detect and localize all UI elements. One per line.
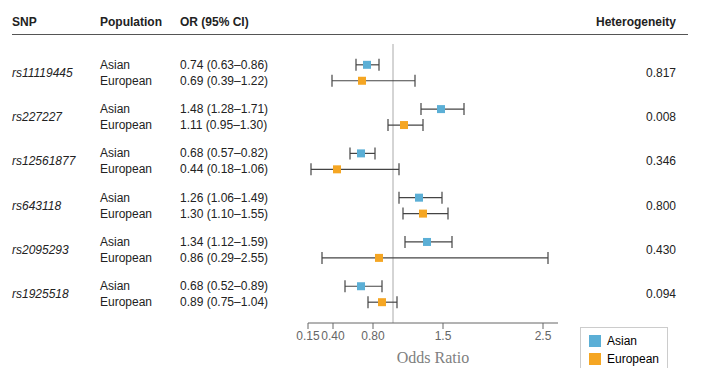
html-text:0.68 (0.57–0.82): 0.68 (0.57–0.82) bbox=[180, 146, 269, 161]
html-text:Asian: Asian bbox=[100, 190, 130, 205]
html-text:rs227227: rs227227 bbox=[12, 110, 62, 125]
html-text:1.48 (1.28–1.71): 1.48 (1.28–1.71) bbox=[180, 102, 269, 117]
html-text:0.89 (0.75–1.04): 0.89 (0.75–1.04) bbox=[180, 295, 269, 310]
svg-text:0.40: 0.40 bbox=[321, 329, 345, 343]
html-text:Asian: Asian bbox=[100, 235, 130, 249]
html-text:rs1925518: rs1925518 bbox=[12, 287, 69, 302]
svg-text:1.5: 1.5 bbox=[435, 329, 452, 343]
html-text:Heterogeneity: Heterogeneity bbox=[596, 15, 676, 29]
html-text:Asian: Asian bbox=[100, 279, 130, 294]
svg-text:Odds Ratio: Odds Ratio bbox=[397, 349, 469, 366]
svg-text:0.15: 0.15 bbox=[296, 329, 320, 343]
html-text:European: European bbox=[607, 352, 659, 366]
html-text:0.74 (0.63–0.86): 0.74 (0.63–0.86) bbox=[180, 57, 269, 72]
html-text:European: European bbox=[100, 250, 152, 265]
html-text:0.800: 0.800 bbox=[646, 198, 676, 213]
html-text:rs12561877: rs12561877 bbox=[12, 154, 76, 169]
html-text:0.094: 0.094 bbox=[646, 287, 676, 302]
html-text:0.008: 0.008 bbox=[646, 110, 676, 125]
html-text:Asian: Asian bbox=[607, 334, 637, 348]
html-text:0.68 (0.52–0.89): 0.68 (0.52–0.89) bbox=[180, 279, 269, 294]
html-text:European: European bbox=[100, 206, 152, 221]
html-text:1.26 (1.06–1.49): 1.26 (1.06–1.49) bbox=[180, 190, 269, 205]
svg-text:0.80: 0.80 bbox=[361, 329, 385, 343]
html-text:Asian: Asian bbox=[100, 57, 130, 72]
html-text:0.346: 0.346 bbox=[646, 154, 676, 169]
html-text:0.69 (0.39–1.22): 0.69 (0.39–1.22) bbox=[180, 73, 269, 88]
html-text:rs643118: rs643118 bbox=[12, 198, 62, 213]
html-text:European: European bbox=[100, 118, 152, 132]
html-text:1.30 (1.10–1.55): 1.30 (1.10–1.55) bbox=[180, 206, 269, 221]
html-text:rs11119445: rs11119445 bbox=[12, 65, 73, 80]
html-text:1.34 (1.12–1.59): 1.34 (1.12–1.59) bbox=[180, 235, 269, 249]
html-text:Population: Population bbox=[100, 15, 162, 29]
html-text:European: European bbox=[100, 295, 152, 310]
html-text:Asian: Asian bbox=[100, 102, 130, 117]
html-text:SNP: SNP bbox=[12, 15, 37, 29]
html-text:1.11 (0.95–1.30): 1.11 (0.95–1.30) bbox=[180, 118, 268, 132]
html-text:European: European bbox=[100, 162, 152, 177]
html-text:0.430: 0.430 bbox=[646, 242, 676, 257]
html-text:OR (95% CI): OR (95% CI) bbox=[180, 15, 249, 29]
html-text:0.86 (0.29–2.55): 0.86 (0.29–2.55) bbox=[180, 250, 269, 265]
html-text:rs2095293: rs2095293 bbox=[12, 242, 69, 257]
html-text:0.817: 0.817 bbox=[646, 65, 676, 80]
html-text:European: European bbox=[100, 73, 152, 88]
html-text:Asian: Asian bbox=[100, 146, 130, 161]
svg-text:2.5: 2.5 bbox=[535, 329, 552, 343]
html-text:0.44 (0.18–1.06): 0.44 (0.18–1.06) bbox=[180, 162, 269, 177]
